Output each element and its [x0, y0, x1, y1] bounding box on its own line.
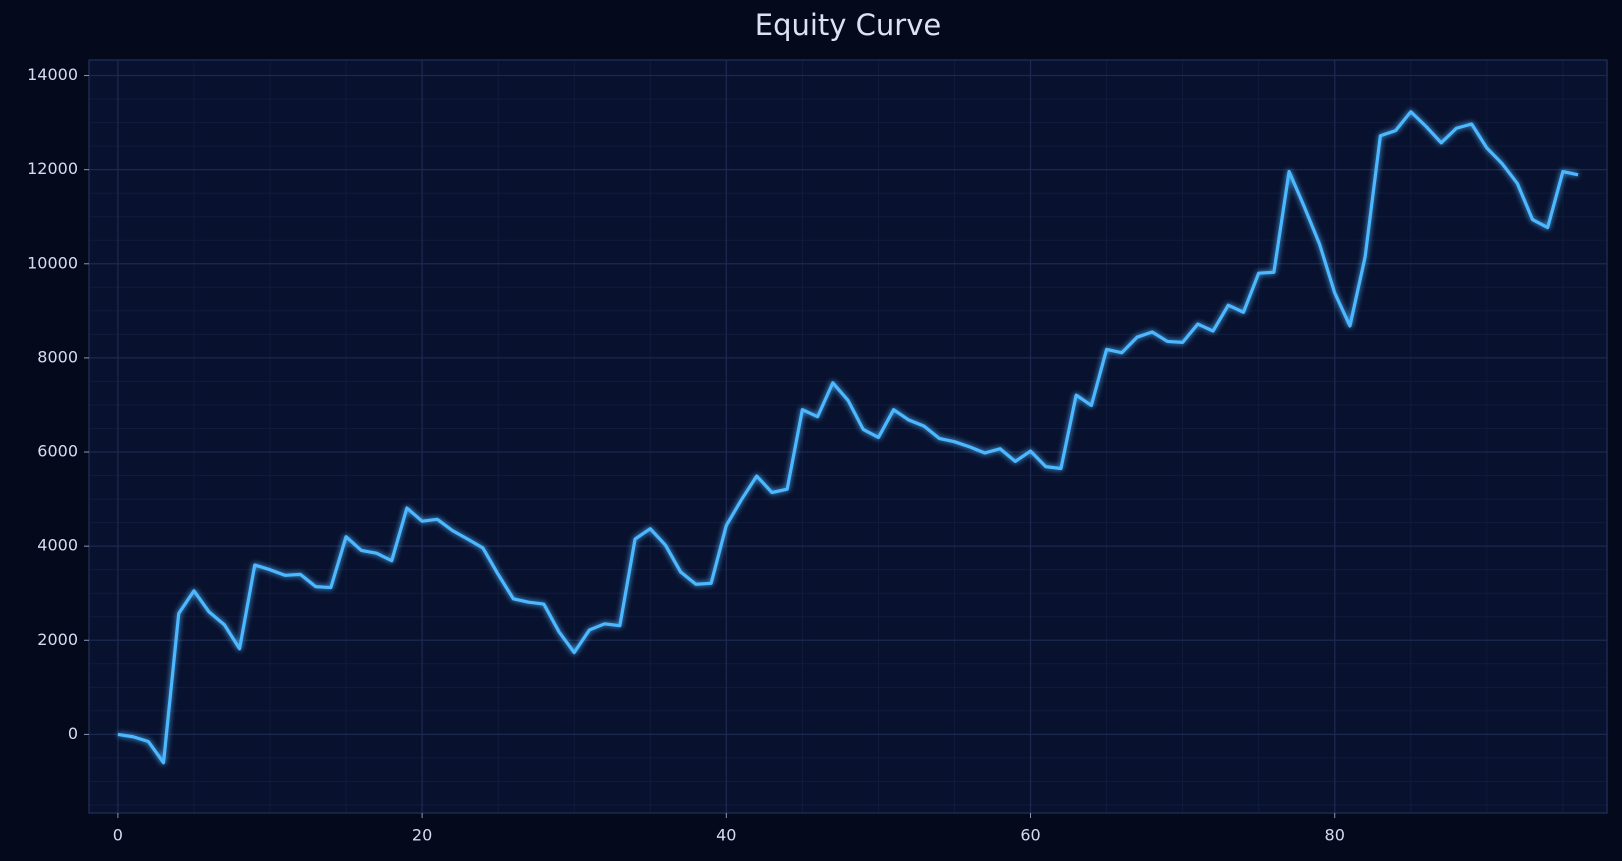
y-tick-label: 12000 — [27, 159, 78, 178]
plot-area — [89, 60, 1607, 813]
x-tick-label: 20 — [412, 826, 432, 845]
y-tick-label: 10000 — [27, 253, 78, 272]
y-tick-label: 6000 — [37, 442, 78, 461]
x-tick-label: 0 — [113, 826, 123, 845]
x-tick-label: 60 — [1020, 826, 1040, 845]
x-tick-label: 80 — [1325, 826, 1345, 845]
plot-border — [88, 59, 1608, 814]
y-tick-label: 2000 — [37, 630, 78, 649]
x-tick-label: 40 — [716, 826, 736, 845]
equity-line — [117, 110, 1579, 765]
y-tick-label: 0 — [68, 724, 78, 743]
y-tick-label: 14000 — [27, 65, 78, 84]
y-tick-label: 4000 — [37, 536, 78, 555]
y-tick-label: 8000 — [37, 347, 78, 366]
chart-title: Equity Curve — [755, 8, 941, 42]
